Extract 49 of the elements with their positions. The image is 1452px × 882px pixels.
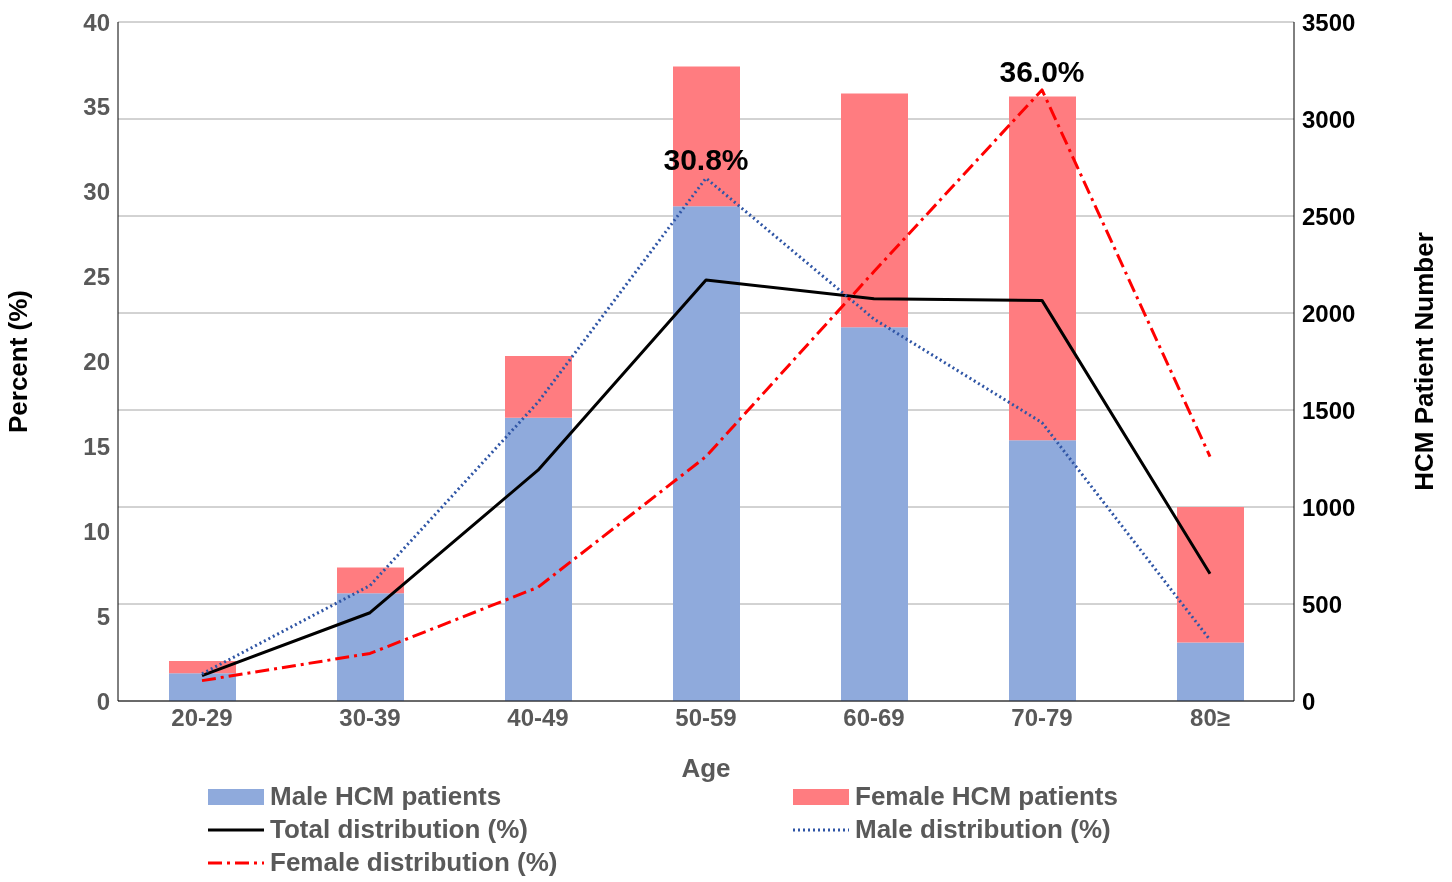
y-tick-label: 5 xyxy=(96,602,110,630)
legend-label: Female distribution (%) xyxy=(270,847,558,878)
y2-tick-label: 2500 xyxy=(1302,202,1356,230)
bar xyxy=(1177,507,1244,643)
bar xyxy=(841,93,908,328)
line-series xyxy=(200,176,1212,676)
x-tick-label: 40-49 xyxy=(507,704,569,732)
y2-tick-label: 3500 xyxy=(1302,8,1356,36)
legend-label: Male HCM patients xyxy=(270,781,502,812)
x-tick-label: 70-79 xyxy=(1011,704,1073,732)
x-axis-title: Age xyxy=(681,753,731,783)
x-tick-label: 30-39 xyxy=(339,704,401,732)
line-series xyxy=(200,88,1212,683)
x-tick-label: 20-29 xyxy=(171,704,233,732)
x-tick-label: 50-59 xyxy=(675,704,737,732)
y2-tick-label: 0 xyxy=(1302,687,1316,715)
y-tick-label: 35 xyxy=(83,93,110,121)
y2-tick-label: 2000 xyxy=(1302,299,1356,327)
bar xyxy=(673,206,740,701)
bar xyxy=(169,673,236,701)
y-tick-label: 0 xyxy=(96,687,110,715)
bar xyxy=(337,567,404,594)
legend-label: Male distribution (%) xyxy=(855,814,1111,845)
y-tick-label: 10 xyxy=(83,517,110,545)
y-axis-title: Percent (%) xyxy=(3,289,34,434)
bar xyxy=(1009,440,1076,701)
y2-tick-label: 1000 xyxy=(1302,493,1356,521)
y-tick-label: 20 xyxy=(83,348,110,376)
y-tick-label: 40 xyxy=(83,8,110,36)
bar xyxy=(337,593,404,701)
bar xyxy=(1177,642,1244,701)
line-series xyxy=(200,278,1212,678)
y-tick-label: 30 xyxy=(83,178,110,206)
annotation: 30.8% xyxy=(663,143,749,177)
y2-tick-label: 500 xyxy=(1302,590,1343,618)
bar xyxy=(505,417,572,701)
y-tick-label: 15 xyxy=(83,432,110,460)
annotation: 36.0% xyxy=(999,54,1085,88)
y2-axis-title: HCM Patient Number xyxy=(1409,232,1440,491)
legend-label: Total distribution (%) xyxy=(270,814,529,845)
bar xyxy=(841,327,908,701)
y2-tick-label: 3000 xyxy=(1302,105,1356,133)
y-tick-label: 25 xyxy=(83,263,110,291)
x-tick-label: 60-69 xyxy=(843,704,905,732)
bar xyxy=(505,356,572,418)
bar xyxy=(1009,96,1076,441)
legend-label: Female HCM patients xyxy=(855,781,1118,812)
x-tick-label: 80≥ xyxy=(1190,704,1230,732)
y2-tick-label: 1500 xyxy=(1302,396,1356,424)
